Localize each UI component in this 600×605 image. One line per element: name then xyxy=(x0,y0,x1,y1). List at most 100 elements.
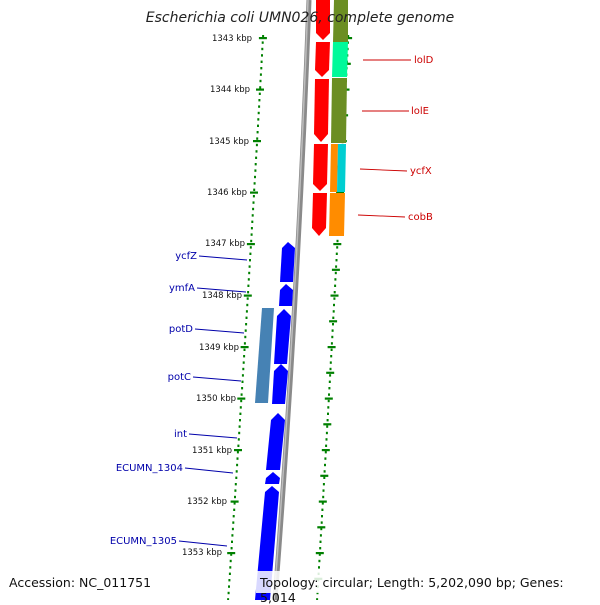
gene-label-potC[interactable]: potC xyxy=(168,372,191,383)
minor-tick xyxy=(239,406,242,409)
minor-tick xyxy=(319,540,322,543)
minor-tick xyxy=(318,559,321,563)
minor-tick xyxy=(321,502,324,505)
cat-spring-1[interactable] xyxy=(332,42,348,77)
minor-tick xyxy=(335,252,338,255)
gene-red-2[interactable] xyxy=(315,42,330,77)
minor-tick xyxy=(251,220,254,223)
minor-tick xyxy=(333,303,335,307)
minor-tick xyxy=(244,329,247,332)
gene-label-ycfZ[interactable]: ycfZ xyxy=(175,251,197,262)
gene-label-ECUMN_1305[interactable]: ECUMN_1305 xyxy=(110,536,177,547)
gene-label-int[interactable]: int xyxy=(174,429,187,440)
minor-tick xyxy=(249,246,252,249)
minor-tick xyxy=(261,54,263,57)
gene-label-ECUMN_1304[interactable]: ECUMN_1304 xyxy=(116,463,183,474)
left-gene-labels: ycfZ ymfA potD potC int ECUMN_1304 ECUMN… xyxy=(110,251,248,547)
gene-blue-ECUMN_1304[interactable] xyxy=(265,472,280,484)
minor-tick xyxy=(253,182,256,185)
minor-tick xyxy=(255,143,258,147)
minor-tick xyxy=(325,444,328,447)
minor-tick xyxy=(235,476,238,479)
minor-tick xyxy=(245,316,248,319)
minor-tick xyxy=(236,457,239,460)
major-tick-left xyxy=(230,500,239,503)
gene-label-ycfX[interactable]: ycfX xyxy=(410,166,432,177)
minor-tick xyxy=(259,73,262,76)
minor-tick xyxy=(262,35,265,38)
gene-red-3[interactable] xyxy=(314,79,329,142)
minor-tick xyxy=(330,348,333,351)
minor-tick xyxy=(230,553,233,556)
major-tick-right xyxy=(333,243,342,246)
minor-tick xyxy=(328,380,331,383)
minor-tick xyxy=(334,284,337,287)
gene-label-lolD[interactable]: lolD xyxy=(414,55,434,66)
minor-tick xyxy=(329,361,332,364)
minor-tick xyxy=(240,393,243,396)
gene-label-ymfA[interactable]: ymfA xyxy=(169,283,195,294)
cat-orange-2[interactable] xyxy=(329,193,345,236)
minor-tick xyxy=(328,393,330,396)
minor-tick xyxy=(331,335,334,339)
minor-tick xyxy=(239,412,242,415)
minor-tick xyxy=(234,489,237,492)
minor-tick xyxy=(321,515,323,518)
major-tick-left xyxy=(227,552,236,555)
major-tick-left xyxy=(240,346,249,349)
minor-tick xyxy=(335,259,338,262)
gene-label-cobB[interactable]: cobB xyxy=(408,212,433,223)
gene-blue-ycfZ[interactable] xyxy=(280,242,295,282)
minor-tick xyxy=(330,342,333,345)
major-tick-left xyxy=(256,88,264,91)
gene-blue-int[interactable] xyxy=(266,413,285,470)
minor-tick xyxy=(231,534,234,537)
minor-tick xyxy=(256,137,259,140)
scale-label: 1349 kbp xyxy=(199,343,239,353)
minor-tick xyxy=(228,572,231,575)
cat-orange-1[interactable] xyxy=(330,144,338,192)
minor-tick xyxy=(249,259,251,262)
gene-red-1[interactable] xyxy=(316,0,330,40)
minor-tick xyxy=(323,476,326,479)
minor-tick xyxy=(228,579,231,582)
cat-cyan-1[interactable] xyxy=(337,144,346,192)
gene-steel-potD[interactable] xyxy=(255,308,274,403)
minor-tick xyxy=(247,278,250,281)
scale-label: 1343 kbp xyxy=(212,34,252,44)
minor-tick xyxy=(326,419,329,422)
gene-red-5[interactable] xyxy=(312,193,327,236)
minor-tick xyxy=(322,489,325,492)
gene-label-potD[interactable]: potD xyxy=(169,324,193,335)
minor-tick xyxy=(322,483,325,486)
minor-tick xyxy=(258,99,261,102)
minor-tick xyxy=(247,284,250,287)
minor-tick xyxy=(233,502,236,505)
minor-tick xyxy=(254,169,257,172)
leader-ycfX xyxy=(359,168,408,172)
gene-red-4[interactable] xyxy=(313,144,328,191)
minor-tick xyxy=(254,163,257,166)
tick-track-left xyxy=(227,35,265,600)
major-tick-right xyxy=(336,191,345,194)
scale-label: 1345 kbp xyxy=(209,137,249,147)
gene-blue-potD[interactable] xyxy=(274,309,291,364)
minor-tick xyxy=(255,150,258,153)
minor-tick xyxy=(243,342,246,345)
gene-label-lolE[interactable]: lolE xyxy=(411,106,429,117)
minor-tick xyxy=(324,457,327,460)
minor-tick xyxy=(252,201,255,204)
minor-tick xyxy=(240,399,243,403)
minor-tick xyxy=(248,265,251,268)
cat-olive-2[interactable] xyxy=(331,78,347,143)
minor-tick xyxy=(261,47,264,51)
gene-blue-potC[interactable] xyxy=(272,364,288,404)
minor-tick xyxy=(333,297,336,300)
minor-tick xyxy=(241,374,244,377)
minor-tick xyxy=(327,412,329,415)
minor-tick xyxy=(332,323,334,326)
minor-tick xyxy=(258,105,261,108)
gene-blue-ymfA[interactable] xyxy=(279,284,293,306)
minor-tick xyxy=(326,425,329,428)
